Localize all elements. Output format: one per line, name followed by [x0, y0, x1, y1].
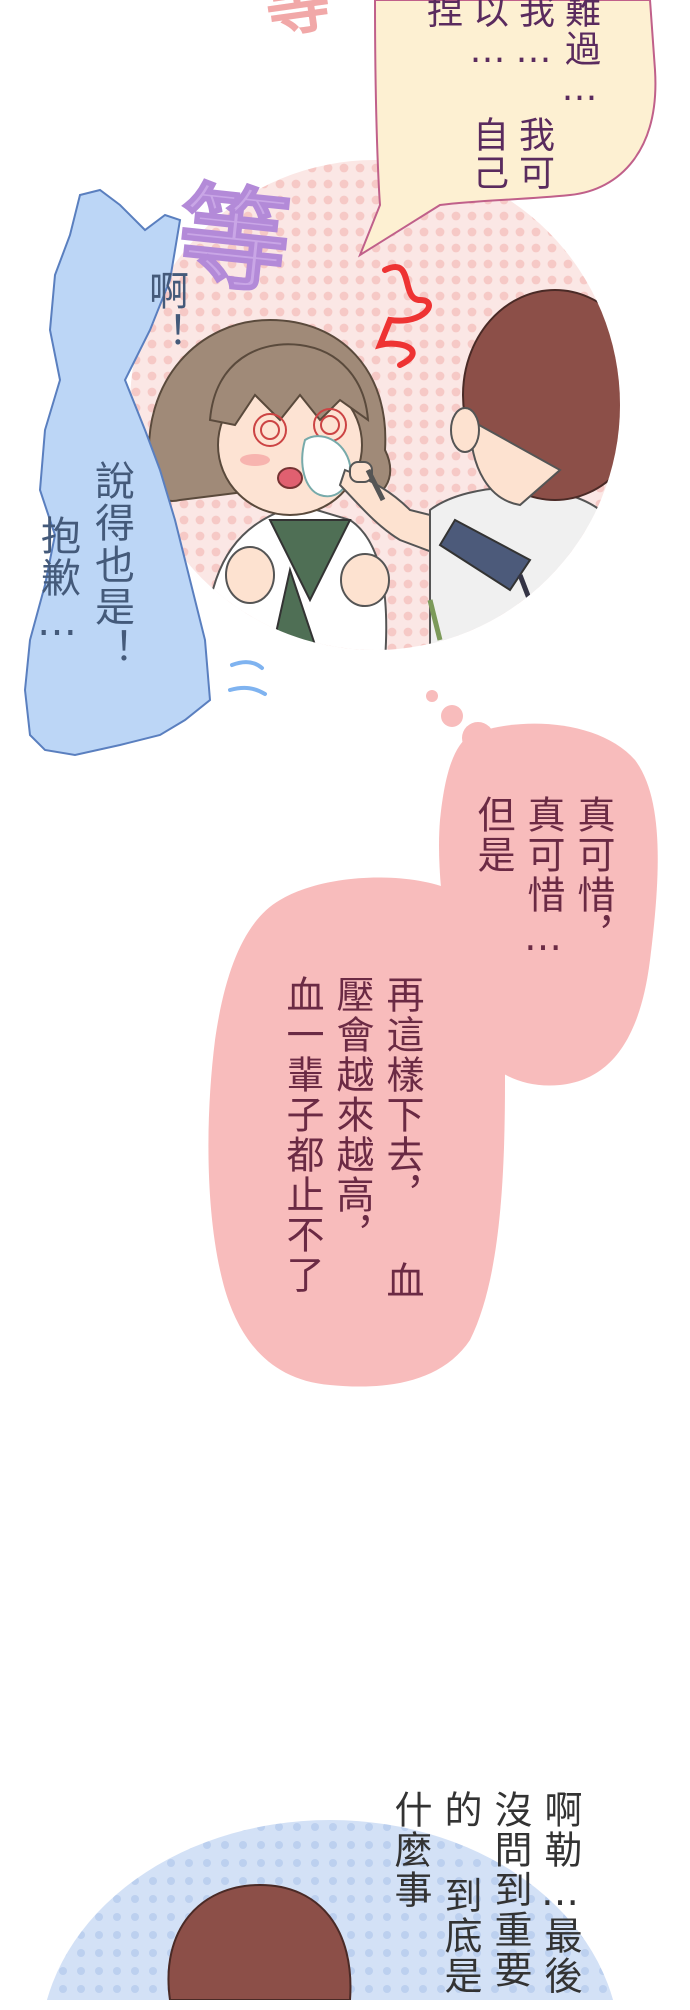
pink-bubble-b-text: 再這樣下去， 血壓會越來越高， 血一輩子都止不了: [277, 975, 427, 1335]
pink-a-col-3: 但是: [471, 795, 515, 875]
pink-a-col-2: 真可惜…: [521, 795, 565, 961]
cream-col-4: 自己捏: [421, 0, 508, 192]
blue-col-1: 啊！: [142, 270, 188, 354]
caption-col-1: 啊勒…最後: [538, 1790, 582, 1996]
girl-left-fist: [225, 546, 275, 604]
cream-bubble-text: 難過… 我… 我可以… 自己捏: [418, 0, 602, 192]
sweat-marks: [228, 660, 267, 696]
boy-hair-bottom: [167, 1883, 352, 2000]
panel3-caption: 啊勒…最後 沒問到重要的 到底是什麼事: [385, 1790, 585, 2010]
caption-col-2: 沒問到重要的: [438, 1790, 532, 1990]
cream-col-3: 我可以…: [467, 0, 554, 192]
pink-bubble-a-text: 真可惜， 真可惜… 但是: [468, 795, 618, 1035]
tissue: [301, 435, 352, 498]
cream-col-2: 我…: [513, 0, 554, 73]
pink-thought-bubble-b: [208, 877, 506, 1387]
girl-dizzy-eyes: [253, 408, 347, 447]
characters-scene: [147, 289, 620, 650]
pink-a-col-1: 真可惜，: [571, 795, 615, 955]
blue-speech-bubble: [23, 188, 212, 757]
caption-col-3: 到底是什麼事: [388, 1790, 482, 1996]
blue-bubble-text: 啊！ 說得也是！ 抱歉…: [30, 270, 192, 700]
pink-b-col-2: 血壓會越來越高，: [330, 975, 424, 1301]
blue-col-3: 抱歉…: [34, 515, 80, 647]
sfx-wait-top: 等: [260, 0, 335, 49]
red-shock-mark: [375, 264, 432, 368]
pink-b-col-3: 血一輩子都止不了: [280, 975, 324, 1295]
blue-col-2: 說得也是！: [88, 460, 134, 670]
boy-shirt: [429, 486, 620, 650]
thought-dot-small: [426, 690, 438, 702]
pink-b-col-1: 再這樣下去，: [380, 975, 424, 1215]
cream-col-1: 難過…: [559, 0, 600, 111]
thought-dot-medium: [441, 705, 463, 727]
girl-right-fist: [340, 553, 390, 607]
cream-speech-bubble: [357, 0, 657, 258]
